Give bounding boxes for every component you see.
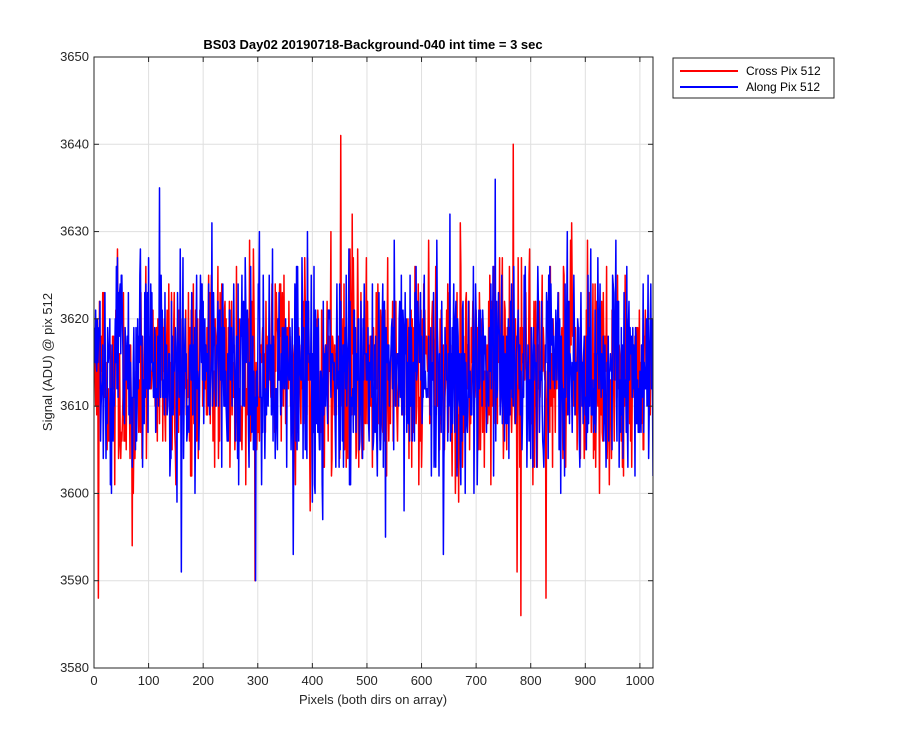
x-tick-label: 400 <box>302 673 324 688</box>
y-tick-label: 3590 <box>60 573 89 588</box>
x-tick-label: 800 <box>520 673 542 688</box>
x-axis-label: Pixels (both dirs on array) <box>299 692 447 707</box>
y-tick-label: 3640 <box>60 136 89 151</box>
y-axis: 3580 3590 3600 3610 3620 3630 3640 3650 <box>60 49 653 675</box>
x-tick-label: 900 <box>574 673 596 688</box>
legend-label-along: Along Pix 512 <box>746 80 820 94</box>
x-tick-label: 1000 <box>625 673 654 688</box>
y-tick-label: 3620 <box>60 311 89 326</box>
y-tick-label: 3580 <box>60 660 89 675</box>
y-tick-label: 3650 <box>60 49 89 64</box>
plot-frame <box>93 56 654 669</box>
y-axis-label: Signal (ADU) @ pix 512 <box>40 293 55 431</box>
chart-title: BS03 Day02 20190718-Background-040 int t… <box>203 37 542 52</box>
y-tick-label: 3630 <box>60 224 89 239</box>
x-tick-label: 500 <box>356 673 378 688</box>
legend-box <box>672 57 835 99</box>
legend[interactable]: Cross Pix 512 Along Pix 512 <box>672 57 835 99</box>
series-line-along <box>94 178 653 582</box>
x-tick-label: 600 <box>411 673 433 688</box>
x-axis: 0 100 200 300 400 500 600 700 800 900 1000 <box>90 57 654 688</box>
y-tick-label: 3610 <box>60 398 89 413</box>
x-tick-label: 200 <box>192 673 214 688</box>
y-tick-label: 3600 <box>60 485 89 500</box>
x-tick-label: 700 <box>465 673 487 688</box>
legend-label-cross: Cross Pix 512 <box>746 64 821 78</box>
x-tick-label: 100 <box>138 673 160 688</box>
x-tick-label: 300 <box>247 673 269 688</box>
x-tick-label: 0 <box>90 673 97 688</box>
plot-area <box>94 134 653 617</box>
